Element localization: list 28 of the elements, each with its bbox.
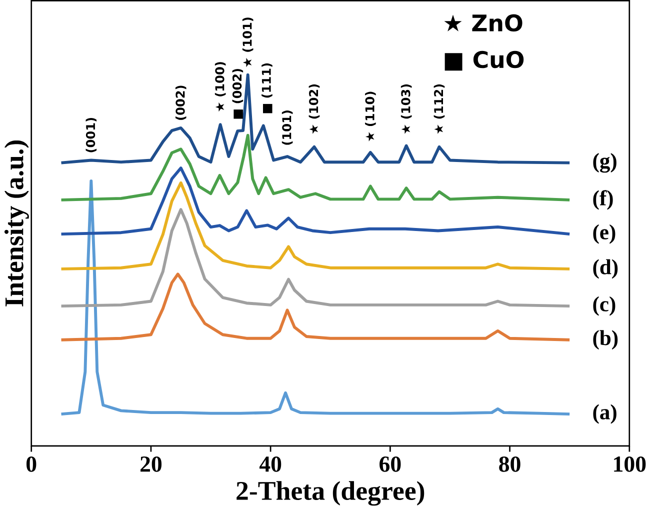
annotation: ★ (101)	[242, 18, 254, 68]
x-tick-label: 60	[380, 456, 401, 472]
annotation: ★ (103)	[400, 84, 412, 134]
x-tick-label: 20	[140, 456, 162, 472]
text: ■ CuO	[444, 50, 524, 71]
series-label: (d)	[593, 259, 618, 279]
series-label: (c)	[593, 296, 616, 316]
annotation: (101)	[282, 110, 293, 145]
series-label: (a)	[593, 404, 616, 424]
annotation: ★ (102)	[308, 84, 320, 134]
annotation: ■ (002)	[232, 68, 244, 119]
x-axis-title: 2-Theta (degree)	[236, 481, 424, 506]
annotation: ★ (100)	[214, 62, 226, 112]
annotation: ■ (111)	[262, 63, 272, 114]
y-axis-title: Intensity (a.u.)	[4, 140, 29, 306]
series-label: (e)	[593, 224, 616, 244]
annotation: (001)	[86, 118, 97, 152]
annotation: (002)	[175, 86, 186, 120]
x-tick-label: 40	[259, 456, 282, 472]
series-label: (g)	[593, 152, 616, 173]
x-tick-label: 80	[499, 456, 520, 472]
text: ★ ZnO	[444, 14, 522, 32]
series-label: (b)	[593, 330, 618, 350]
x-tick-label: 100	[614, 456, 646, 472]
x-tick-label: 0	[26, 456, 36, 472]
annotation: ★ (112)	[434, 84, 445, 134]
annotation: ★ (110)	[365, 92, 376, 142]
series-label: (f)	[593, 190, 613, 210]
